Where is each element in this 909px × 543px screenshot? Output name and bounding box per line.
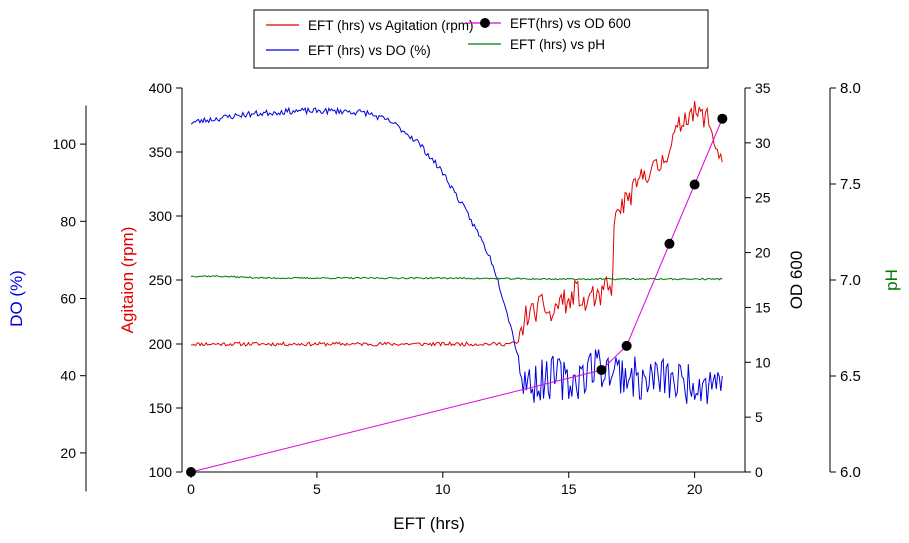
do-tick-label: 100 <box>53 136 77 152</box>
ph-axis-title: pH <box>882 269 901 291</box>
legend-label: EFT (hrs) vs pH <box>510 37 605 52</box>
series-line-od <box>190 118 723 473</box>
do-tick-label: 40 <box>60 368 76 384</box>
od-tick-label: 30 <box>755 135 771 151</box>
agitation-tick-label: 400 <box>149 80 173 96</box>
od-data-point <box>664 238 675 249</box>
ph-tick-label: 6.0 <box>840 464 861 481</box>
ph-tick-label: 7.5 <box>840 176 861 193</box>
series-line-agitation <box>190 100 723 347</box>
agitation-tick-label: 350 <box>149 144 173 160</box>
series-line-ph <box>190 275 723 281</box>
od-tick-label: 5 <box>755 409 763 425</box>
od-tick-label: 15 <box>755 299 771 315</box>
legend-entries: EFT (hrs) vs Agitation (rpm) EFT (hrs) vs… <box>266 16 631 58</box>
x-tick-label: 5 <box>313 481 321 497</box>
od-tick-label: 20 <box>755 245 771 261</box>
x-axis-title: EFT (hrs) <box>393 514 464 533</box>
ph-tick-label: 7.0 <box>840 272 861 289</box>
do-axis-title: DO (%) <box>7 270 26 327</box>
x-tick-label: 0 <box>187 481 195 497</box>
agitation-tick-label: 100 <box>149 464 173 480</box>
od-tick-label: 10 <box>755 354 771 370</box>
od-data-point <box>596 364 607 375</box>
x-tick-label: 15 <box>561 481 577 497</box>
ph-tick-label: 8.0 <box>840 80 861 97</box>
x-tick-label: 20 <box>687 481 703 497</box>
ph-tick-label: 6.5 <box>840 368 861 385</box>
od-data-point <box>621 340 632 351</box>
agitation-tick-label: 200 <box>149 336 173 352</box>
agitation-tick-label: 250 <box>149 272 173 288</box>
legend: EFT (hrs) vs Agitation (rpm) EFT (hrs) vs… <box>253 9 709 69</box>
series-line-do <box>190 106 723 405</box>
od-axis-title: OD 600 <box>787 251 806 310</box>
od-data-point <box>689 179 700 190</box>
legend-label: EFT (hrs) vs DO (%) <box>308 43 431 58</box>
legend-box <box>253 9 709 69</box>
od-tick-label: 0 <box>755 464 763 480</box>
do-tick-label: 80 <box>60 213 76 229</box>
plot-area <box>186 100 728 477</box>
agitation-tick-label: 300 <box>149 208 173 224</box>
agitation-tick-label: 150 <box>149 400 173 416</box>
x-tick-label: 10 <box>435 481 451 497</box>
legend-marker <box>480 18 490 28</box>
od-tick-label: 25 <box>755 190 771 206</box>
do-tick-label: 60 <box>60 291 76 307</box>
legend-label: EFT (hrs) vs Agitation (rpm) <box>308 18 474 33</box>
od-data-point <box>717 113 728 124</box>
agitation-axis-title: Agitaion (rpm) <box>118 227 137 334</box>
do-tick-label: 20 <box>60 445 76 461</box>
legend-label: EFT(hrs) vs OD 600 <box>510 16 631 31</box>
od-tick-label: 35 <box>755 80 771 96</box>
